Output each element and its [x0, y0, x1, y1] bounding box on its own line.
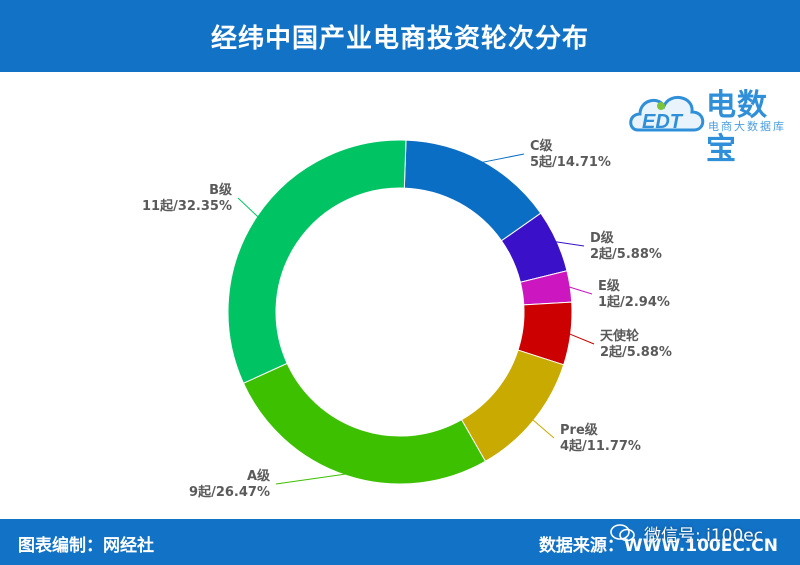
cloud-logo-icon: EDT [629, 96, 705, 133]
slice-category-label: A级 [247, 468, 271, 484]
slice-category-label: C级 [530, 138, 554, 154]
slice-category-label: D级 [590, 230, 615, 246]
donut-chart: C级5起/14.71%D级2起/5.88%E级1起/2.94%天使轮2起/5.8… [142, 138, 672, 500]
donut-slice-7 [227, 139, 407, 384]
slice-value-label: 11起/32.35% [142, 198, 232, 214]
logo-tagline: 电商大数据库 [708, 120, 786, 133]
slice-value-label: 1起/2.94% [598, 294, 670, 310]
slice-value-label: 9起/26.47% [189, 484, 270, 500]
slice-category-label: Pre级 [560, 422, 599, 438]
slice-category-label: 天使轮 [600, 328, 639, 344]
watermark-text: 微信号: i100ec [644, 525, 764, 546]
slice-value-label: 2起/5.88% [600, 344, 672, 360]
chart-title-bar: 经纬中国产业电商投资轮次分布 [0, 0, 800, 72]
leader-line-3 [567, 286, 593, 295]
slice-category-label: B级 [209, 182, 233, 198]
leader-line-4 [568, 333, 595, 345]
leader-line-5 [531, 418, 555, 439]
slice-value-label: 5起/14.71% [530, 154, 611, 170]
edt-logo: EDT 电数宝 电商大数据库 [628, 78, 793, 167]
leader-line-7 [237, 197, 260, 218]
donut-slice-6 [242, 362, 487, 485]
slice-value-label: 4起/11.77% [560, 438, 641, 454]
logo-name: 电数宝 [706, 88, 768, 167]
leader-line-2 [554, 241, 585, 247]
leader-line-6 [275, 473, 348, 485]
leader-line-1 [480, 153, 525, 164]
wechat-icon [610, 523, 636, 543]
donut-slice-5 [460, 349, 565, 462]
chart-title: 经纬中国产业电商投资轮次分布 [210, 23, 589, 54]
footer-bar: 图表编制：网经社 数据来源：WWW.100EC.CN [0, 519, 800, 565]
footer-source: 数据来源：WWW.100EC.CN [538, 536, 778, 556]
logo-mark-text: EDT [642, 111, 684, 133]
slice-value-label: 2起/5.88% [590, 246, 662, 262]
wechat-watermark: 微信号: i100ec [610, 520, 763, 546]
footer-credit: 图表编制：网经社 [18, 536, 154, 556]
slice-category-label: E级 [598, 278, 621, 294]
